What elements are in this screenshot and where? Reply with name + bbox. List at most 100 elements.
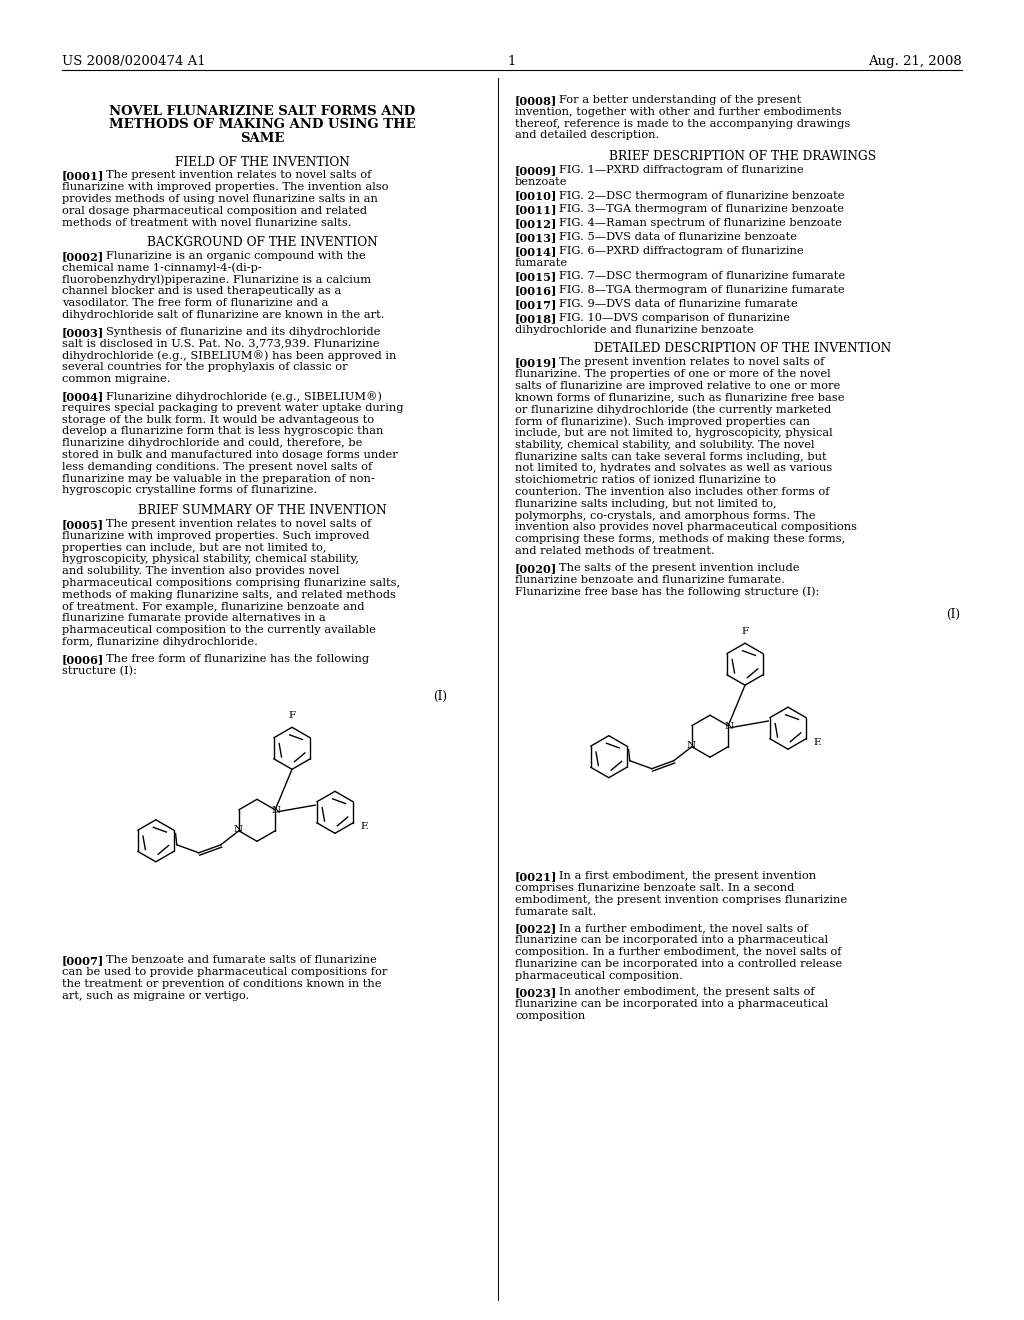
Text: or flunarizine dihydrochloride (the currently marketed: or flunarizine dihydrochloride (the curr… — [515, 404, 831, 414]
Text: F: F — [289, 711, 296, 721]
Text: FIG. 10—DVS comparison of flunarizine: FIG. 10—DVS comparison of flunarizine — [559, 313, 790, 323]
Text: common migraine.: common migraine. — [62, 374, 171, 384]
Text: METHODS OF MAKING AND USING THE: METHODS OF MAKING AND USING THE — [109, 119, 416, 132]
Text: include, but are not limited to, hygroscopicity, physical: include, but are not limited to, hygrosc… — [515, 428, 833, 438]
Text: FIELD OF THE INVENTION: FIELD OF THE INVENTION — [174, 156, 349, 169]
Text: requires special packaging to prevent water uptake during: requires special packaging to prevent wa… — [62, 403, 403, 413]
Text: invention, together with other and further embodiments: invention, together with other and furth… — [515, 107, 842, 116]
Text: oral dosage pharmaceutical composition and related: oral dosage pharmaceutical composition a… — [62, 206, 367, 215]
Text: For a better understanding of the present: For a better understanding of the presen… — [559, 95, 801, 106]
Text: The present invention relates to novel salts of: The present invention relates to novel s… — [105, 170, 371, 181]
Text: The salts of the present invention include: The salts of the present invention inclu… — [559, 562, 799, 573]
Text: the treatment or prevention of conditions known in the: the treatment or prevention of condition… — [62, 979, 382, 989]
Text: In another embodiment, the present salts of: In another embodiment, the present salts… — [559, 987, 814, 998]
Text: comprising these forms, methods of making these forms,: comprising these forms, methods of makin… — [515, 535, 845, 544]
Text: The benzoate and fumarate salts of flunarizine: The benzoate and fumarate salts of fluna… — [105, 956, 377, 965]
Text: [0008]: [0008] — [515, 95, 557, 106]
Text: [0009]: [0009] — [515, 165, 557, 176]
Text: FIG. 4—Raman spectrum of flunarizine benzoate: FIG. 4—Raman spectrum of flunarizine ben… — [559, 218, 842, 228]
Text: BRIEF DESCRIPTION OF THE DRAWINGS: BRIEF DESCRIPTION OF THE DRAWINGS — [609, 150, 877, 164]
Text: Flunarizine free base has the following structure (I):: Flunarizine free base has the following … — [515, 586, 819, 597]
Text: flunarizine fumarate provide alternatives in a: flunarizine fumarate provide alternative… — [62, 614, 326, 623]
Text: [0003]: [0003] — [62, 327, 104, 338]
Text: In a further embodiment, the novel salts of: In a further embodiment, the novel salts… — [559, 924, 808, 933]
Text: N: N — [271, 807, 281, 816]
Text: flunarizine can be incorporated into a pharmaceutical: flunarizine can be incorporated into a p… — [515, 999, 828, 1010]
Text: Flunarizine dihydrochloride (e.g., SIBELIUM®): Flunarizine dihydrochloride (e.g., SIBEL… — [105, 391, 382, 401]
Text: counterion. The invention also includes other forms of: counterion. The invention also includes … — [515, 487, 829, 498]
Text: several countries for the prophylaxis of classic or: several countries for the prophylaxis of… — [62, 362, 347, 372]
Text: [0001]: [0001] — [62, 170, 104, 181]
Text: F.: F. — [360, 822, 369, 830]
Text: fumarate: fumarate — [515, 257, 568, 268]
Text: flunarizine may be valuable in the preparation of non-: flunarizine may be valuable in the prepa… — [62, 474, 375, 483]
Text: composition: composition — [515, 1011, 586, 1020]
Text: [0019]: [0019] — [515, 358, 557, 368]
Text: thereof, reference is made to the accompanying drawings: thereof, reference is made to the accomp… — [515, 119, 850, 128]
Text: structure (I):: structure (I): — [62, 665, 137, 676]
Text: stored in bulk and manufactured into dosage forms under: stored in bulk and manufactured into dos… — [62, 450, 397, 459]
Text: methods of treatment with novel flunarizine salts.: methods of treatment with novel flunariz… — [62, 218, 351, 227]
Text: [0013]: [0013] — [515, 232, 557, 243]
Text: FIG. 5—DVS data of flunarizine benzoate: FIG. 5—DVS data of flunarizine benzoate — [559, 232, 797, 242]
Text: [0017]: [0017] — [515, 300, 557, 310]
Text: dihydrochloride salt of flunarizine are known in the art.: dihydrochloride salt of flunarizine are … — [62, 310, 384, 321]
Text: N: N — [686, 742, 695, 750]
Text: FIG. 8—TGA thermogram of flunarizine fumarate: FIG. 8—TGA thermogram of flunarizine fum… — [559, 285, 844, 296]
Text: [0015]: [0015] — [515, 272, 557, 282]
Text: Aug. 21, 2008: Aug. 21, 2008 — [868, 55, 962, 69]
Text: [0014]: [0014] — [515, 246, 557, 257]
Text: DETAILED DESCRIPTION OF THE INVENTION: DETAILED DESCRIPTION OF THE INVENTION — [594, 342, 891, 355]
Text: The present invention relates to novel salts of: The present invention relates to novel s… — [559, 358, 824, 367]
Text: form of flunarizine). Such improved properties can: form of flunarizine). Such improved prop… — [515, 416, 810, 426]
Text: BRIEF SUMMARY OF THE INVENTION: BRIEF SUMMARY OF THE INVENTION — [137, 504, 386, 517]
Text: F.: F. — [813, 738, 821, 747]
Text: vasodilator. The free form of flunarizine and a: vasodilator. The free form of flunarizin… — [62, 298, 329, 309]
Text: FIG. 2—DSC thermogram of flunarizine benzoate: FIG. 2—DSC thermogram of flunarizine ben… — [559, 190, 844, 201]
Text: dihydrochloride (e.g., SIBELIUM®) has been approved in: dihydrochloride (e.g., SIBELIUM®) has be… — [62, 351, 396, 362]
Text: (I): (I) — [433, 690, 447, 704]
Text: invention also provides novel pharmaceutical compositions: invention also provides novel pharmaceut… — [515, 523, 857, 532]
Text: 1: 1 — [508, 55, 516, 69]
Text: develop a flunarizine form that is less hygroscopic than: develop a flunarizine form that is less … — [62, 426, 383, 437]
Text: pharmaceutical composition to the currently available: pharmaceutical composition to the curren… — [62, 626, 376, 635]
Text: [0011]: [0011] — [515, 205, 557, 215]
Text: [0022]: [0022] — [515, 924, 557, 935]
Text: form, flunarizine dihydrochloride.: form, flunarizine dihydrochloride. — [62, 636, 258, 647]
Text: N: N — [725, 722, 734, 731]
Text: [0002]: [0002] — [62, 251, 104, 263]
Text: hygroscopic crystalline forms of flunarizine.: hygroscopic crystalline forms of flunari… — [62, 486, 317, 495]
Text: [0016]: [0016] — [515, 285, 557, 296]
Text: [0005]: [0005] — [62, 519, 104, 529]
Text: properties can include, but are not limited to,: properties can include, but are not limi… — [62, 543, 327, 553]
Text: The free form of flunarizine has the following: The free form of flunarizine has the fol… — [105, 653, 369, 664]
Text: Flunarizine is an organic compound with the: Flunarizine is an organic compound with … — [105, 251, 366, 261]
Text: FIG. 7—DSC thermogram of flunarizine fumarate: FIG. 7—DSC thermogram of flunarizine fum… — [559, 272, 845, 281]
Text: dihydrochloride and flunarizine benzoate: dihydrochloride and flunarizine benzoate — [515, 325, 754, 334]
Text: flunarizine benzoate and flunarizine fumarate.: flunarizine benzoate and flunarizine fum… — [515, 574, 784, 585]
Text: [0007]: [0007] — [62, 956, 104, 966]
Text: SAME: SAME — [240, 132, 285, 145]
Text: not limited to, hydrates and solvates as well as various: not limited to, hydrates and solvates as… — [515, 463, 833, 474]
Text: hygroscopicity, physical stability, chemical stability,: hygroscopicity, physical stability, chem… — [62, 554, 359, 565]
Text: salts of flunarizine are improved relative to one or more: salts of flunarizine are improved relati… — [515, 380, 841, 391]
Text: stoichiometric ratios of ionized flunarizine to: stoichiometric ratios of ionized flunari… — [515, 475, 776, 486]
Text: composition. In a further embodiment, the novel salts of: composition. In a further embodiment, th… — [515, 946, 842, 957]
Text: salt is disclosed in U.S. Pat. No. 3,773,939. Flunarizine: salt is disclosed in U.S. Pat. No. 3,773… — [62, 339, 380, 348]
Text: FIG. 1—PXRD diffractogram of flunarizine: FIG. 1—PXRD diffractogram of flunarizine — [559, 165, 803, 176]
Text: chemical name 1-cinnamyl-4-(di-p-: chemical name 1-cinnamyl-4-(di-p- — [62, 263, 262, 273]
Text: can be used to provide pharmaceutical compositions for: can be used to provide pharmaceutical co… — [62, 968, 387, 977]
Text: [0021]: [0021] — [515, 871, 557, 882]
Text: NOVEL FLUNARIZINE SALT FORMS AND: NOVEL FLUNARIZINE SALT FORMS AND — [109, 106, 415, 117]
Text: of treatment. For example, flunarizine benzoate and: of treatment. For example, flunarizine b… — [62, 602, 365, 611]
Text: channel blocker and is used therapeutically as a: channel blocker and is used therapeutica… — [62, 286, 341, 297]
Text: flunarizine salts including, but not limited to,: flunarizine salts including, but not lim… — [515, 499, 776, 508]
Text: pharmaceutical compositions comprising flunarizine salts,: pharmaceutical compositions comprising f… — [62, 578, 400, 587]
Text: and related methods of treatment.: and related methods of treatment. — [515, 546, 715, 556]
Text: [0010]: [0010] — [515, 190, 557, 202]
Text: less demanding conditions. The present novel salts of: less demanding conditions. The present n… — [62, 462, 373, 471]
Text: flunarizine dihydrochloride and could, therefore, be: flunarizine dihydrochloride and could, t… — [62, 438, 362, 447]
Text: known forms of flunarizine, such as flunarizine free base: known forms of flunarizine, such as flun… — [515, 392, 845, 403]
Text: methods of making flunarizine salts, and related methods: methods of making flunarizine salts, and… — [62, 590, 396, 599]
Text: flunarizine with improved properties. Such improved: flunarizine with improved properties. Su… — [62, 531, 370, 541]
